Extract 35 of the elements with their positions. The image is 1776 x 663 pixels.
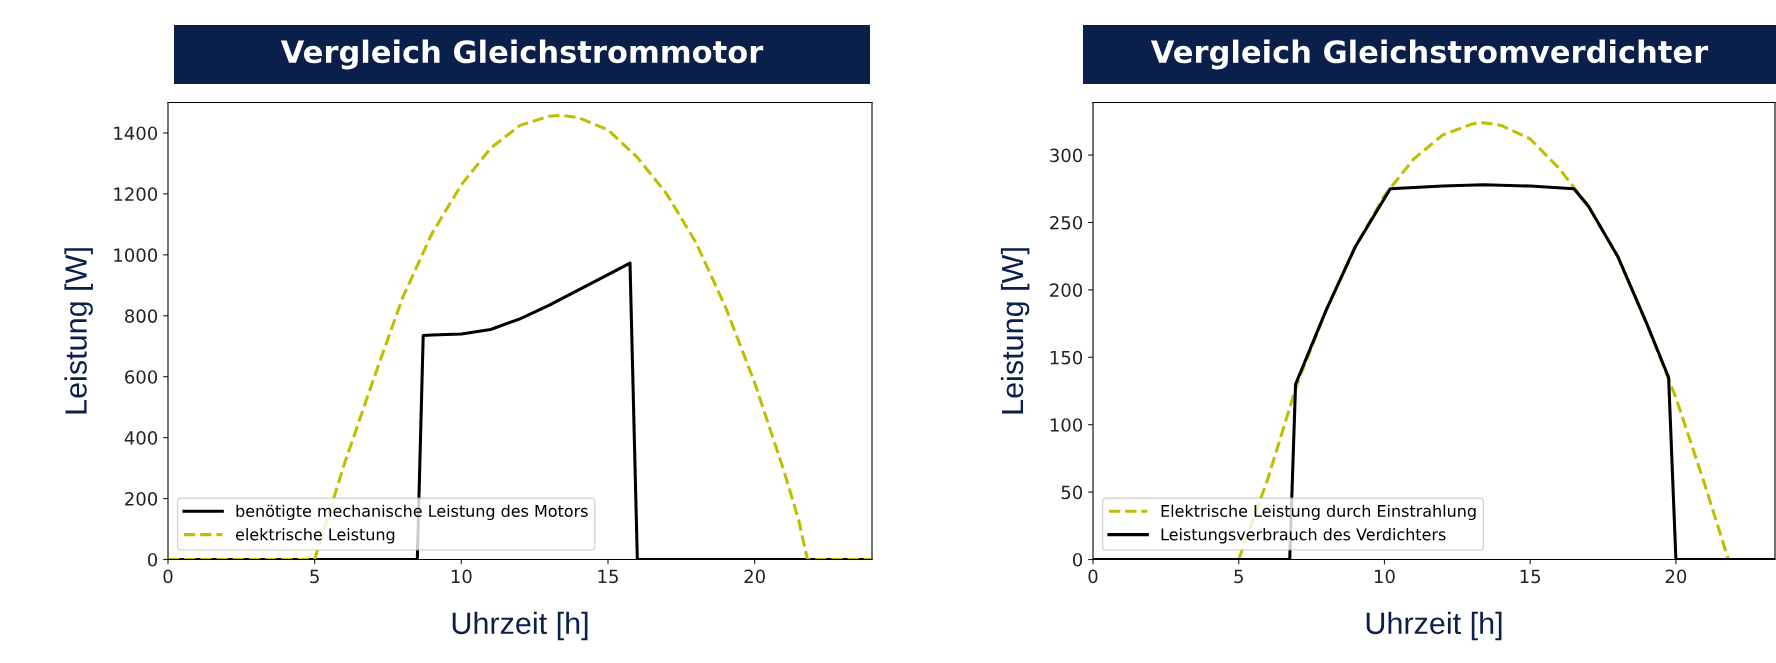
- x-tick-label: 5: [310, 569, 319, 584]
- y-tick-label: 200: [125, 492, 158, 506]
- chart-title: Vergleich Gleichstrommotor: [280, 39, 764, 70]
- legend-label: Leistungsverbrauch des Verdichters: [1161, 528, 1446, 544]
- y-tick-label: 0: [147, 552, 158, 567]
- x-tick-label: 15: [1520, 569, 1541, 584]
- x-tick-label: 10: [451, 569, 472, 584]
- y-axis-title: Leistung [W]: [64, 248, 93, 414]
- y-tick-label: 1400: [114, 126, 158, 141]
- y-tick-label: 100: [1050, 418, 1083, 432]
- y-tick-label: 300: [1050, 148, 1083, 163]
- y-tick-label: 1000: [114, 248, 158, 262]
- y-tick-label: 600: [125, 370, 158, 384]
- x-tick-label: 5: [1234, 569, 1243, 584]
- y-tick-label: 200: [1050, 283, 1083, 297]
- x-axis-title: Uhrzeit [h]: [452, 611, 588, 641]
- x-tick-label: 20: [1665, 569, 1687, 584]
- legend-label: benötigte mechanische Leistung des Motors: [236, 504, 588, 521]
- legend-label: Elektrische Leistung durch Einstrahlung: [1161, 504, 1476, 521]
- x-tick-label: 0: [1088, 569, 1098, 584]
- y-tick-label: 150: [1050, 350, 1083, 365]
- x-tick-label: 15: [598, 569, 618, 584]
- y-tick-label: 400: [124, 431, 158, 445]
- y-tick-label: 0: [1072, 552, 1083, 567]
- x-tick-label: 10: [1374, 569, 1395, 584]
- y-tick-label: 250: [1050, 215, 1083, 230]
- y-tick-label: 50: [1061, 485, 1083, 500]
- x-axis-title: Uhrzeit [h]: [1366, 611, 1502, 641]
- legend-label: elektrische Leistung: [235, 528, 395, 544]
- y-tick-label: 800: [125, 309, 158, 323]
- x-tick-label: 20: [744, 569, 765, 584]
- chart-title: Vergleich Gleichstromverdichter: [1150, 39, 1709, 70]
- y-axis-title: Leistung [W]: [1000, 248, 1030, 414]
- x-tick-label: 0: [163, 569, 173, 584]
- y-tick-label: 1200: [114, 187, 158, 202]
